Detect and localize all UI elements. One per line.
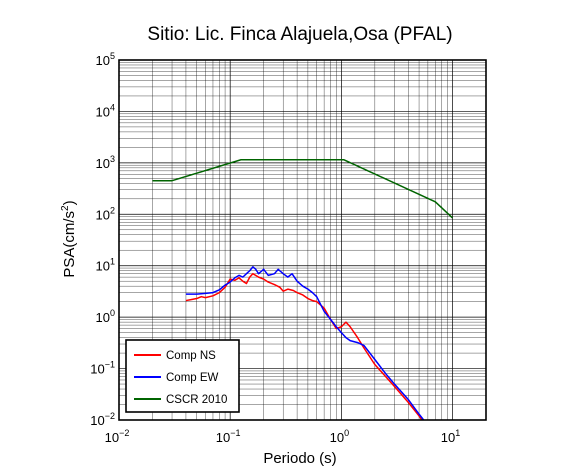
- chart-title: Sitio: Lic. Finca Alajuela,Osa (PFAL): [147, 24, 452, 45]
- plot-frame: [118, 59, 487, 421]
- y-axis-label-exponent: 2: [60, 205, 71, 211]
- y-tick-label: 10−1: [90, 360, 115, 377]
- y-tick-labels: 10−2 10−1 100 101 102 103 104 105: [90, 51, 115, 428]
- series-line-comp-ns: [185, 272, 423, 421]
- x-tick-label: 10−2: [105, 428, 130, 445]
- x-tick-label: 101: [441, 428, 460, 445]
- series-line-cscr-2010: [152, 158, 454, 219]
- series-line-comp-ew: [185, 266, 425, 421]
- y-tick-label: 10−2: [90, 411, 115, 428]
- legend-label: CSCR 2010: [166, 394, 227, 406]
- y-axis-label-base: PSA(cm/s: [61, 211, 78, 278]
- x-tick-label: 10−1: [216, 428, 241, 445]
- y-axis-label: PSA(cm/s2): [60, 200, 78, 277]
- y-tick-label: 102: [96, 205, 115, 222]
- x-tick-labels: 10−2 10−1 100 101: [105, 428, 461, 445]
- legend: Comp NS Comp EW CSCR 2010: [125, 339, 240, 413]
- y-tick-label: 104: [96, 102, 115, 119]
- x-axis-label: Periodo (s): [263, 450, 336, 467]
- y-tick-label: 103: [96, 154, 115, 171]
- x-tick-label: 100: [330, 428, 349, 445]
- series-layer: [152, 158, 454, 421]
- y-tick-label: 100: [96, 308, 115, 325]
- y-axis-label-close: ): [61, 200, 78, 205]
- y-tick-label: 101: [96, 257, 115, 274]
- y-tick-label: 105: [96, 51, 115, 68]
- grid: [119, 60, 486, 420]
- legend-label: Comp NS: [166, 350, 216, 362]
- legend-label: Comp EW: [166, 372, 219, 384]
